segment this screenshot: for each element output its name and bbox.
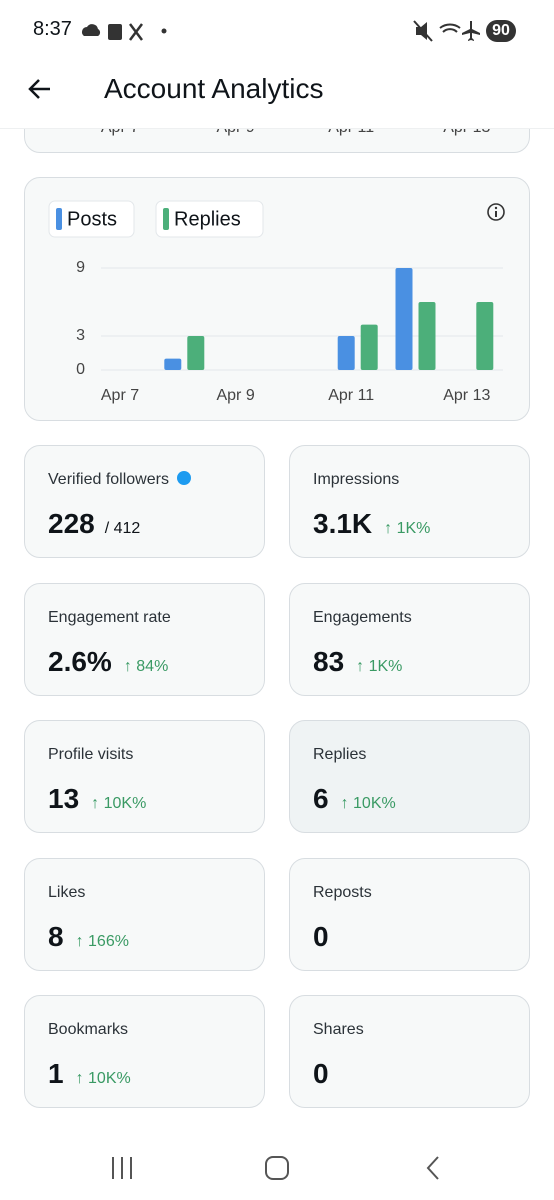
stat-value-row: 2.6% ↑ 84%	[48, 646, 168, 678]
info-icon[interactable]	[487, 203, 505, 221]
x-tick-label: Apr 13	[443, 387, 490, 404]
stat-card: Reposts 0	[289, 857, 530, 971]
stat-label: Engagement rate	[48, 608, 171, 626]
chart: 0 3 9 Apr 7 Apr 9 Apr 11 Apr 13 Posts Replies	[48, 200, 505, 404]
stat-value-row: 13 ↑ 10K%	[48, 783, 146, 815]
status-icons	[82, 23, 167, 41]
stat-change: ↑ 10K%	[75, 1070, 131, 1087]
bar	[337, 336, 355, 370]
y-tick-label: 0	[76, 361, 85, 378]
status-right-icons	[413, 20, 480, 42]
stat-value-row: 228 / 412	[48, 508, 140, 540]
stat-change: ↑ 10K%	[340, 795, 396, 812]
stat-value: 13	[48, 783, 80, 814]
back-nav-button[interactable]	[426, 1156, 439, 1180]
stat-value: 228	[48, 508, 95, 539]
legend-item: Posts	[48, 200, 135, 238]
stat-card: Profile visits 13 ↑ 10K%	[24, 720, 265, 833]
stat-label: Bookmarks	[48, 1021, 129, 1038]
chart-card: 0 3 9 Apr 7 Apr 9 Apr 11 Apr 13 Posts Replies	[24, 177, 530, 421]
stat-value-row: 1 ↑ 10K%	[48, 1058, 131, 1090]
nav-bar	[112, 1156, 439, 1180]
battery: 90	[486, 20, 516, 42]
bar	[476, 302, 494, 370]
stat-extra: / 412	[104, 520, 141, 537]
stat-value: 1	[48, 1058, 64, 1089]
stat-value: 83	[313, 645, 345, 677]
bar	[187, 336, 205, 370]
legend-label: Posts	[67, 208, 117, 230]
time: 8:37	[33, 18, 72, 40]
bar	[418, 302, 436, 370]
stat-value-row: 6 ↑ 10K%	[313, 783, 396, 815]
stat-change: ↑ 10K%	[91, 795, 147, 812]
stat-change: ↑ 84%	[123, 657, 169, 675]
header-title: Account Analytics	[104, 73, 324, 104]
stat-value-row: 0	[313, 1058, 329, 1090]
stat-value: 8	[48, 920, 64, 952]
stat-value: 0	[313, 920, 329, 952]
stat-change: ↑ 166%	[75, 932, 129, 950]
stat-change: ↑ 1K%	[384, 520, 431, 537]
bar	[360, 324, 378, 370]
x-tick-label: Apr 9	[216, 387, 254, 404]
recent-apps-button[interactable]	[112, 1157, 132, 1179]
stat-value: 6	[313, 783, 329, 814]
x-tick-label: Apr 11	[328, 387, 374, 404]
stat-label: Reposts	[313, 883, 372, 901]
stat-card: Engagement rate 2.6% ↑ 84%	[24, 582, 265, 696]
stat-change: ↑ 1K%	[356, 657, 403, 675]
stat-value-row: 83 ↑ 1K%	[313, 646, 402, 678]
stat-value: 0	[313, 1058, 329, 1089]
stat-card: Shares 0	[289, 995, 530, 1108]
legend-item: Replies	[155, 200, 264, 238]
stat-label: Impressions	[313, 471, 400, 488]
legend-pill	[155, 200, 264, 238]
stat-label: Engagements	[313, 608, 412, 626]
stat-card: Engagements 83 ↑ 1K%	[289, 582, 530, 696]
legend-swatch	[56, 208, 62, 230]
stat-card: Likes 8 ↑ 166%	[24, 857, 265, 971]
stat-label: Verified followers	[48, 471, 191, 489]
legend-pill	[48, 200, 135, 238]
stat-card: Bookmarks 1 ↑ 10K%	[24, 995, 265, 1108]
legend-swatch	[163, 208, 169, 230]
stat-label: Shares	[313, 1021, 364, 1038]
x-tick-label: Apr 7	[101, 387, 139, 404]
header: Account Analytics	[0, 56, 554, 129]
stat-value: 2.6%	[48, 645, 112, 677]
stat-value-row: 0	[313, 921, 329, 953]
stat-card: Impressions 3.1K ↑ 1K%	[289, 445, 530, 558]
verified-badge	[176, 471, 191, 485]
bar	[164, 358, 182, 370]
back-button[interactable]	[26, 74, 56, 104]
stat-value-row: 8 ↑ 166%	[48, 921, 129, 953]
stat-value-row: 3.1K ↑ 1K%	[313, 508, 430, 540]
stat-label: Profile visits	[48, 746, 134, 763]
stat-card: Verified followers 228 / 412	[24, 445, 265, 558]
stat-card: Replies 6 ↑ 10K%	[289, 720, 530, 833]
legend-label: Replies	[174, 208, 241, 230]
stat-label: Likes	[48, 883, 86, 901]
y-tick-label: 9	[76, 259, 85, 276]
stat-value: 3.1K	[313, 508, 373, 539]
y-tick-label: 3	[76, 327, 85, 344]
bar	[395, 268, 413, 370]
home-button[interactable]	[265, 1156, 289, 1180]
stat-label: Replies	[313, 746, 367, 763]
